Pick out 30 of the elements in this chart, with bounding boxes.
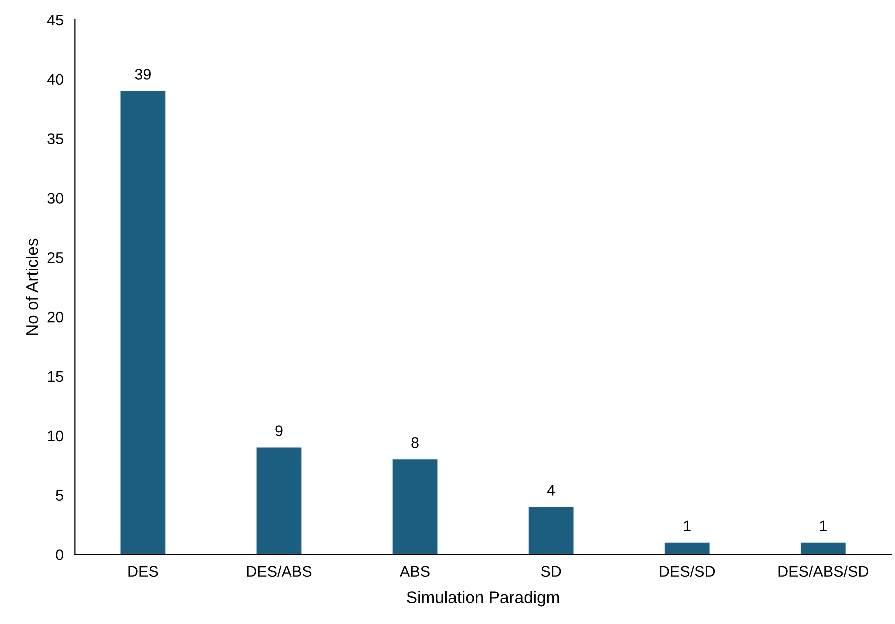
y-tick-label: 25	[48, 252, 64, 264]
bar	[528, 507, 574, 555]
data-label: 8	[412, 437, 419, 448]
x-tick-label: DES	[128, 566, 158, 578]
bar	[392, 460, 438, 555]
bar	[800, 542, 846, 555]
y-tick-label: 10	[48, 430, 64, 442]
y-tick-label: 20	[48, 312, 64, 323]
bar	[664, 542, 710, 555]
y-tick-label: 45	[47, 14, 64, 26]
y-axis-title: No of Articles	[26, 238, 38, 336]
y-tick-label: 5	[56, 490, 64, 502]
x-tick-label: SD	[541, 566, 562, 578]
y-tick-label: 40	[47, 74, 64, 86]
y-tick-label: 35	[48, 134, 64, 144]
data-label: 39	[135, 69, 151, 80]
y-tick-label: 30	[48, 193, 64, 204]
y-tick-label: 0	[56, 550, 64, 560]
x-tick-label: DES/ABS	[247, 566, 312, 578]
x-tick-label: DES/SD	[660, 566, 716, 578]
x-tick-label: DES/ABS/SD	[778, 566, 869, 578]
data-label: 4	[547, 485, 556, 496]
bar	[256, 448, 302, 555]
data-label: 1	[820, 520, 827, 532]
bar	[120, 91, 166, 555]
x-axis-title: Simulation Paradigm	[407, 591, 560, 607]
x-tick-label: ABS	[400, 566, 430, 578]
y-tick-label: 15	[48, 372, 64, 382]
data-label: 1	[684, 520, 691, 532]
data-label: 9	[276, 426, 283, 436]
